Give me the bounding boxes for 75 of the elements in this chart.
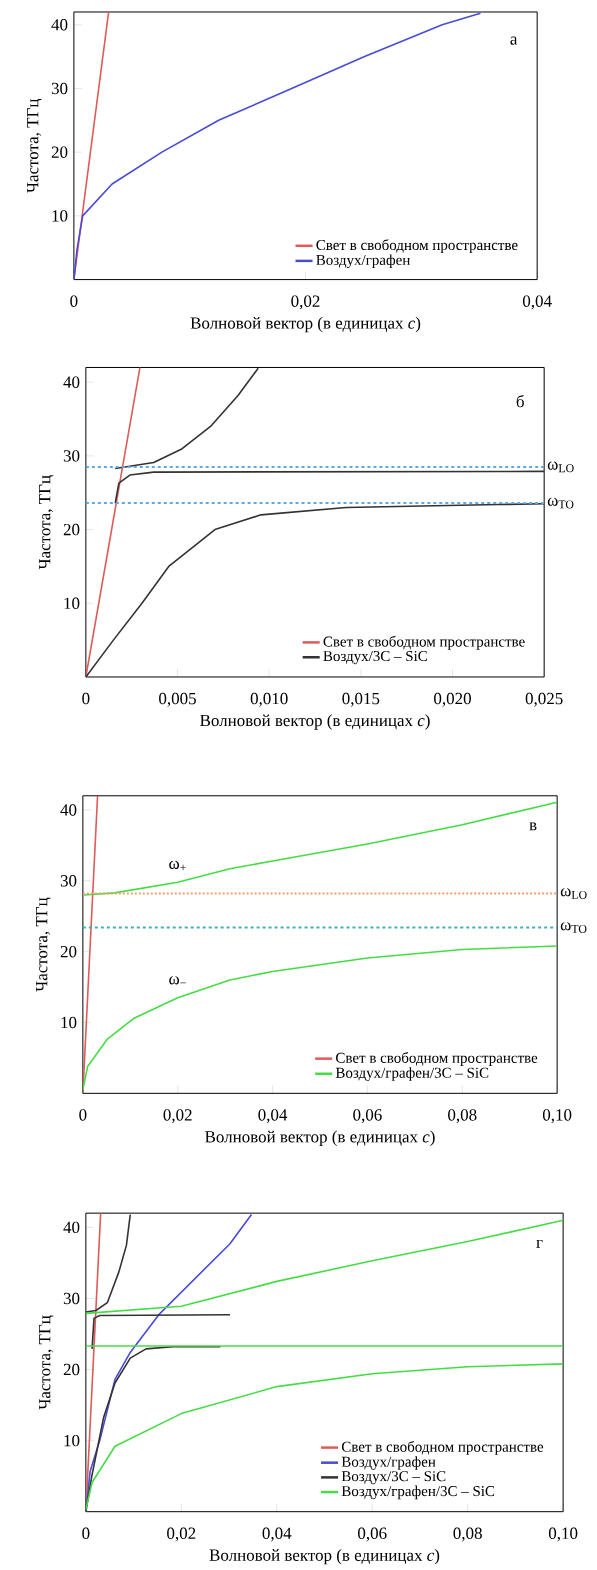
x-tick-label: 0,010 [250,692,288,707]
y-axis-title: Частота, ТГц [39,1315,54,1410]
x-tick-label: 0 [82,692,90,705]
y-axis-title: Частота, ТГц [36,897,51,992]
x-tick-label: 0,04 [258,1109,288,1124]
y-tick-label: 20 [63,523,80,536]
x-tick-label: 0,06 [353,1109,382,1124]
x-tick-label: 0,005 [159,692,196,707]
legend-label: Свет в свободном пространстве [316,239,518,254]
x-tick-label: 0,08 [453,1527,482,1542]
y-tick-label: 10 [64,597,80,610]
y-axis-title: Частота, ТГц [27,98,42,193]
x-axis-title: Волновой вектор (в единицах c) [190,316,421,333]
annotation: в [529,822,537,831]
annotation: ω$_{+}$ [169,860,186,871]
y-tick-label: 30 [63,450,80,462]
legend-label: Воздух/3C – SiC [341,1471,446,1485]
line-series [114,470,545,504]
line-series [114,367,259,470]
annotation: г [536,1239,543,1248]
legend-label: Свет в свободном пространстве [336,1052,538,1066]
x-axis-title: Волновой вектор (в единицах c) [205,1130,435,1146]
y-tick-label: 40 [60,804,77,816]
annotation: а [510,36,518,45]
x-tick-label: 0 [82,1527,90,1539]
x-tick-label: 0,06 [357,1527,387,1542]
legend-label: Воздух/графен [316,254,410,269]
x-tick-label: 0 [70,295,78,307]
line-series [85,502,545,677]
line-series [85,1219,564,1315]
y-tick-label: 20 [63,1363,80,1376]
y-tick-label: 10 [64,1434,80,1447]
x-tick-label: 0,02 [163,1109,192,1124]
x-tick-label: 0 [79,1109,87,1121]
ref-line-label: ω$_{LO}$ [560,888,587,899]
x-axis-title: Волновой вектор (в единицах c) [200,714,430,730]
annotation: ω$_{−}$ [169,976,186,985]
x-tick-label: 0,020 [434,692,471,707]
y-tick-label: 10 [52,210,68,222]
legend-label: Воздух/графен [341,1456,436,1470]
x-tick-label: 0,10 [542,1109,572,1124]
legend-label: Воздух/3C – SiC [323,651,427,665]
y-tick-label: 30 [51,82,68,95]
ref-line-label: ω$_{TO}$ [560,922,587,933]
line-series [82,801,558,896]
legend-label: Воздух/графен/3C – SiC [335,1067,489,1081]
y-tick-label: 20 [60,945,77,958]
annotation: б [516,394,524,408]
y-tick-label: 20 [51,146,68,158]
line-series [85,1345,222,1512]
line-series [85,1363,564,1511]
y-tick-label: 30 [63,1292,80,1305]
x-axis-title: Волновой вектор (в единицах c) [209,1548,440,1565]
y-tick-label: 10 [61,1016,77,1029]
y-tick-label: 40 [63,376,80,388]
x-tick-label: 0,02 [167,1527,196,1542]
x-tick-label: 0,08 [448,1109,477,1124]
legend-label: Свет в свободном пространстве [323,635,525,650]
y-tick-label: 40 [63,1221,80,1234]
ref-line-label: ω$_{LO}$ [547,461,574,473]
x-tick-label: 0,025 [525,692,563,707]
y-tick-label: 30 [60,875,77,887]
y-tick-label: 40 [51,19,68,31]
line-series [82,945,558,1091]
x-tick-label: 0,02 [291,295,320,310]
legend-label: Свет в свободном пространстве [341,1440,544,1455]
ref-line-label: ω$_{TO}$ [547,497,574,509]
x-tick-label: 0,015 [342,692,380,707]
legend-label: Воздух/графен/3C – SiC [341,1485,495,1500]
line-series [85,1213,132,1313]
x-tick-label: 0,04 [262,1527,292,1542]
y-axis-title: Частота, ТГц [39,475,54,570]
x-tick-label: 0,10 [548,1527,578,1542]
line-series [91,1314,231,1350]
x-tick-label: 0,04 [522,295,552,310]
